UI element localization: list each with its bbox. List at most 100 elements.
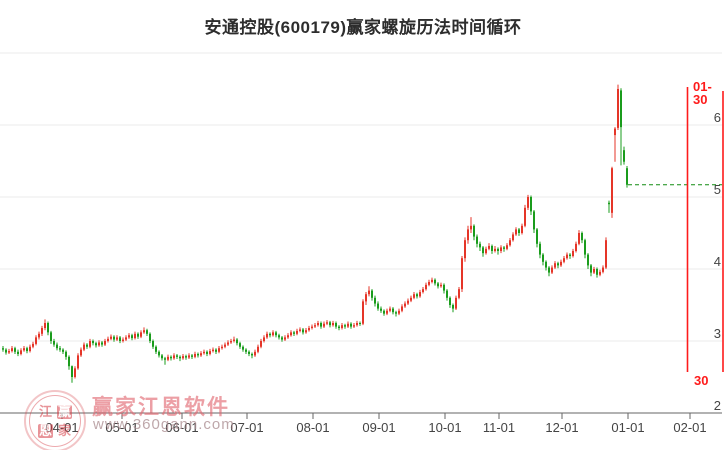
candle-body	[623, 150, 625, 162]
candle-body	[437, 283, 439, 287]
candle-body	[176, 355, 178, 357]
x-axis-label: 05-01	[105, 420, 138, 435]
candle-body	[254, 351, 256, 356]
cycle-date-label: 01-30	[693, 79, 712, 107]
candle-body	[305, 330, 307, 333]
candle-body	[590, 265, 592, 273]
candle-body	[125, 337, 127, 340]
candle-body	[293, 332, 295, 334]
candle-body	[548, 267, 550, 273]
candle-body	[275, 332, 277, 336]
candle-body	[140, 332, 142, 337]
candle-body	[212, 349, 214, 352]
candle-body	[92, 341, 94, 344]
candle-body	[380, 308, 382, 311]
candle-body	[440, 284, 442, 287]
candle-body	[131, 335, 133, 339]
candle-body	[224, 344, 226, 347]
candle-body	[329, 322, 331, 326]
candle-body	[143, 330, 145, 333]
candle-body	[404, 303, 406, 307]
candle-body	[167, 356, 169, 360]
candle-body	[620, 90, 622, 128]
candle-body	[206, 351, 208, 354]
candle-body	[596, 269, 598, 275]
x-axis-label: 12-01	[545, 420, 578, 435]
candle-body	[605, 240, 607, 268]
candle-body	[242, 346, 244, 350]
candle-body	[359, 323, 361, 324]
candle-body	[512, 234, 514, 241]
x-axis-label: 02-01	[673, 420, 706, 435]
candle-body	[407, 300, 409, 304]
candle-body	[464, 240, 466, 259]
candle-body	[383, 310, 385, 314]
candle-body	[497, 248, 499, 251]
candle-body	[608, 202, 610, 205]
candle-body	[260, 341, 262, 347]
candle-body	[347, 323, 349, 327]
candle-body	[425, 284, 427, 290]
candle-body	[458, 289, 460, 298]
candle-body	[50, 332, 52, 341]
candle-body	[467, 229, 469, 241]
candle-body	[314, 325, 316, 327]
candle-body	[509, 240, 511, 246]
y-axis-label: 4	[714, 254, 721, 269]
candle-body	[113, 336, 115, 340]
candle-body	[185, 356, 187, 358]
x-axis-label: 01-01	[611, 420, 644, 435]
candle-body	[518, 229, 520, 233]
candle-body	[8, 351, 10, 353]
y-axis-label: 2	[714, 398, 721, 413]
candle-body	[611, 168, 613, 213]
y-axis-label: 6	[714, 110, 721, 125]
candle-body	[308, 328, 310, 331]
candle-body	[545, 261, 547, 268]
candle-body	[569, 254, 571, 257]
candle-body	[350, 323, 352, 327]
candle-body	[89, 341, 91, 347]
candle-body	[29, 346, 31, 352]
candle-body	[299, 329, 301, 331]
candle-body	[500, 247, 502, 251]
candle-body	[278, 335, 280, 338]
candle-body	[110, 336, 112, 339]
candle-body	[230, 341, 232, 343]
candle-body	[68, 356, 70, 367]
cycle-count-label: 30	[694, 373, 709, 388]
candle-body	[257, 346, 259, 352]
candle-body	[413, 294, 415, 298]
candle-body	[494, 248, 496, 251]
candle-body	[419, 292, 421, 297]
candle-body	[485, 248, 487, 254]
candle-body	[374, 297, 376, 304]
candle-body	[332, 323, 334, 326]
candle-body	[323, 323, 325, 327]
candle-body	[524, 207, 526, 226]
candle-body	[65, 351, 67, 357]
candle-body	[2, 348, 4, 350]
candle-body	[362, 301, 364, 324]
y-axis-label: 5	[714, 182, 721, 197]
candle-body	[476, 236, 478, 244]
candle-body	[356, 323, 358, 326]
candle-body	[281, 337, 283, 340]
candle-body	[392, 308, 394, 313]
candle-body	[137, 333, 139, 337]
candle-body	[56, 344, 58, 349]
candle-body	[542, 254, 544, 262]
y-axis-label: 3	[714, 326, 721, 341]
candle-body	[179, 356, 181, 359]
candle-body	[251, 353, 253, 356]
candle-body	[506, 245, 508, 249]
candle-body	[98, 342, 100, 346]
candle-body	[317, 323, 319, 326]
candle-body	[461, 258, 463, 290]
candle-body	[122, 339, 124, 341]
candle-body	[158, 351, 160, 356]
candle-body	[593, 269, 595, 273]
candle-body	[269, 333, 271, 336]
